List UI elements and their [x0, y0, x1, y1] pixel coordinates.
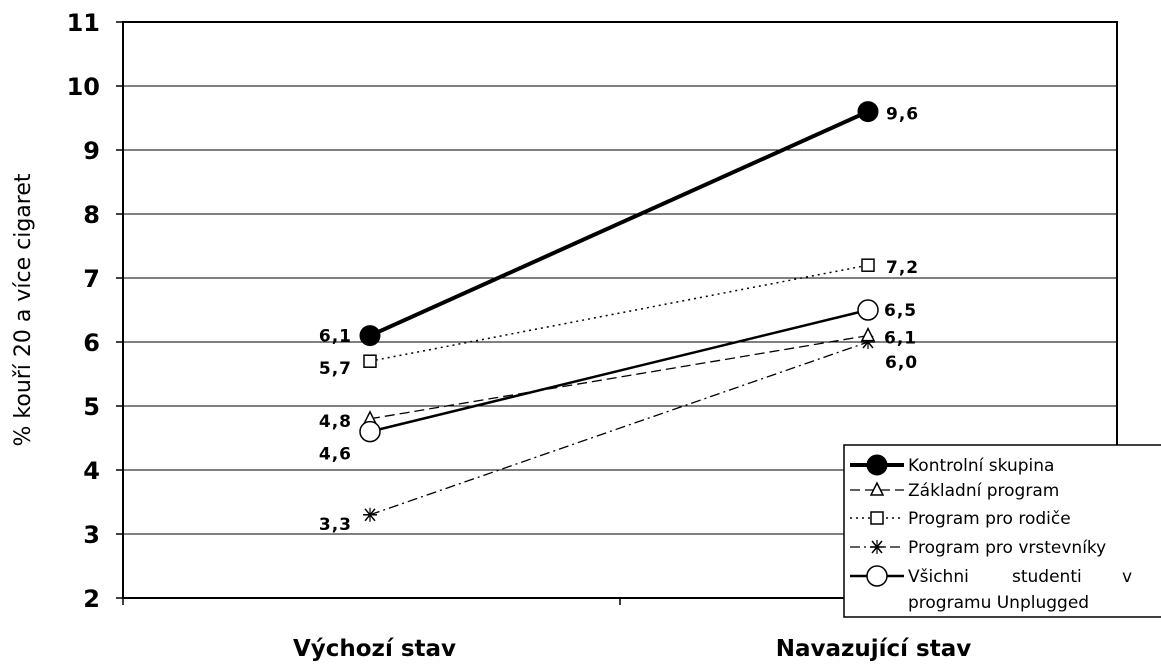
- y-tick-label: 6: [83, 329, 100, 357]
- legend-marker: [870, 540, 884, 554]
- data-point: [860, 326, 876, 342]
- data-label: 5,7: [319, 359, 352, 379]
- legend-label: Program pro rodiče: [908, 509, 1071, 529]
- series-line: [369, 308, 869, 433]
- series-line: [369, 109, 869, 338]
- legend-label-word: studenti: [1012, 567, 1082, 587]
- data-label: 4,8: [319, 412, 352, 432]
- data-label: 6,1: [884, 329, 917, 349]
- legend-marker: [866, 565, 888, 587]
- data-point: [857, 101, 879, 123]
- gridlines: [123, 85, 1117, 535]
- legend-marker: [866, 454, 888, 476]
- data-point: [359, 325, 381, 347]
- legend: Kontrolní skupina Základní program Program…: [843, 444, 1161, 618]
- data-labels: 6,1 9,6 4,8 6,1 5,7 7,2 3,3 6,0 4,6 6,5: [319, 105, 919, 535]
- series-line: [369, 264, 869, 362]
- y-tick-label: 9: [83, 137, 100, 165]
- data-point: [359, 420, 381, 443]
- data-label: 9,6: [886, 105, 919, 125]
- data-label: 6,1: [319, 327, 352, 347]
- data-point: [857, 299, 879, 321]
- legend-box: [843, 444, 1161, 618]
- y-tick-label: 10: [67, 73, 100, 101]
- data-label: 6,5: [884, 301, 917, 321]
- y-tick-label: 2: [83, 585, 100, 613]
- series-line: [369, 334, 869, 420]
- data-point: [363, 354, 377, 368]
- legend-label-word: v: [1122, 567, 1132, 587]
- y-tick-label: 7: [83, 265, 100, 293]
- legend-label-line2: programu Unplugged: [908, 593, 1089, 613]
- data-label: 3,3: [319, 515, 352, 535]
- legend-marker: [870, 511, 884, 525]
- y-tick-label: 4: [83, 457, 100, 485]
- data-label: 6,0: [885, 353, 918, 373]
- y-tick-label: 5: [83, 393, 100, 421]
- series-line: [369, 341, 869, 516]
- legend-label-word: Všichni: [908, 567, 969, 587]
- data-point: [363, 507, 377, 522]
- x-category-label: Výchozí stav: [293, 636, 456, 662]
- y-axis-label: % kouří 20 a více cigaret: [11, 173, 36, 446]
- y-tick-label: 11: [67, 9, 100, 37]
- legend-label: Základní program: [908, 481, 1059, 501]
- x-category-label: Navazující stav: [776, 636, 972, 662]
- legend-label: Program pro vrstevníky: [908, 538, 1106, 558]
- data-point: [861, 258, 875, 272]
- data-label: 4,6: [319, 445, 352, 465]
- y-tick-label: 8: [83, 201, 100, 229]
- y-tick-label: 3: [83, 521, 100, 549]
- data-label: 7,2: [886, 258, 919, 278]
- legend-marker: [869, 481, 885, 496]
- series: [359, 101, 879, 522]
- x-axis: Výchozí stav Navazující stav: [122, 598, 1118, 662]
- y-axis-ticks: 2 3 4 5 6 7 8 9 10 11: [67, 9, 123, 613]
- legend-label: Kontrolní skupina: [908, 456, 1054, 476]
